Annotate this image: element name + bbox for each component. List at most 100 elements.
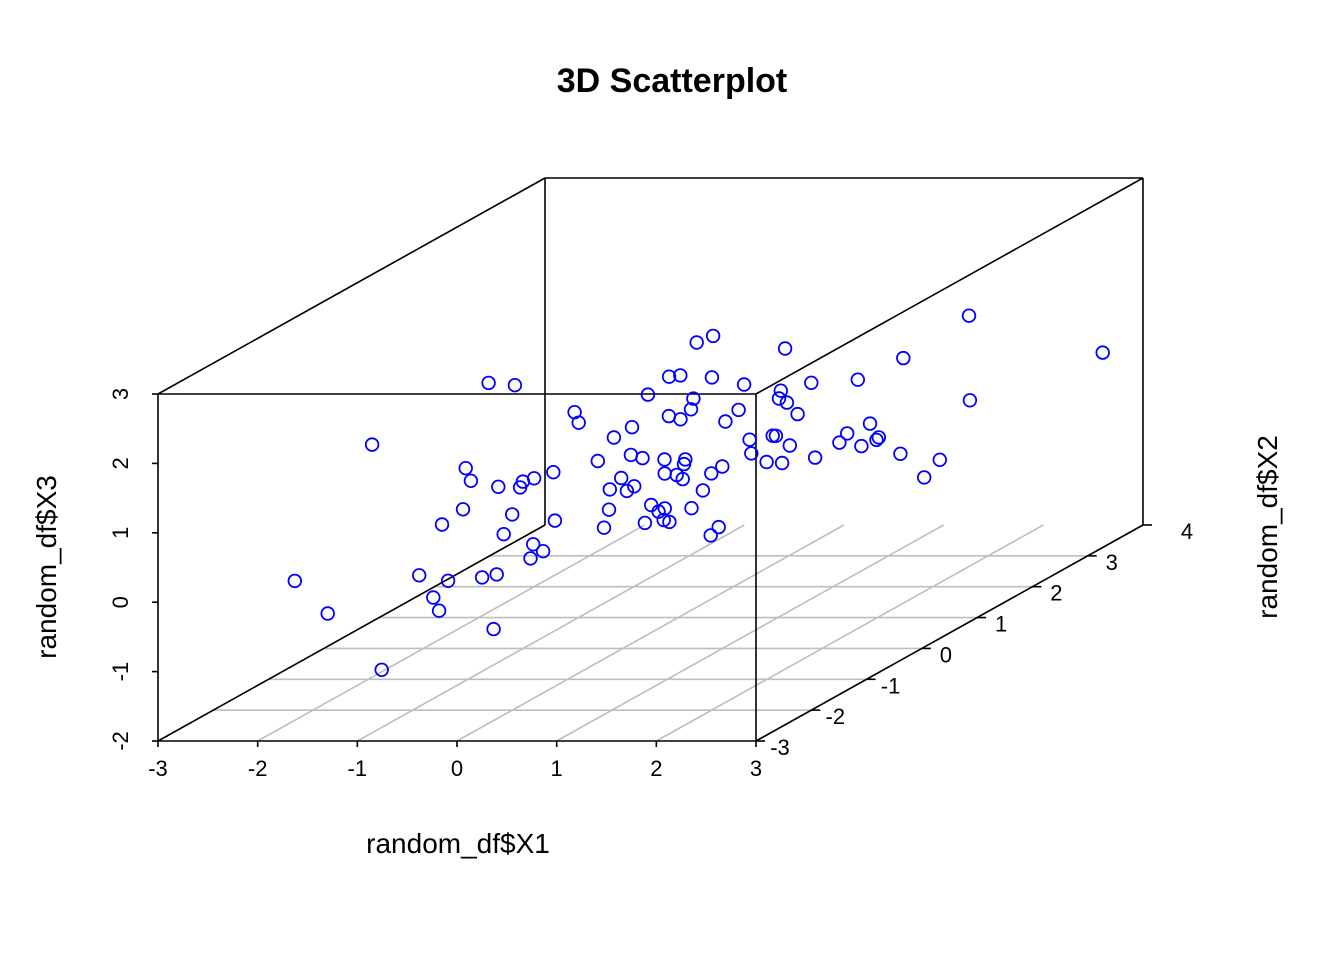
x-tick-label: 1	[551, 756, 563, 781]
data-point	[917, 470, 932, 485]
data-point	[704, 370, 720, 385]
data-point	[606, 430, 622, 445]
grid-line-x	[257, 524, 646, 742]
data-point	[496, 527, 511, 542]
z-tick-label: 3	[108, 388, 133, 400]
data-point	[779, 395, 795, 410]
data-point	[673, 412, 688, 427]
data-point	[640, 387, 656, 402]
z-tick-label: 0	[108, 596, 133, 608]
data-point	[661, 408, 677, 424]
z-tick-label: -1	[108, 662, 133, 682]
y-tick-label: 0	[940, 642, 952, 667]
data-point	[804, 375, 819, 391]
data-point	[486, 621, 501, 637]
data-point	[695, 483, 711, 498]
data-point	[489, 567, 504, 582]
data-point	[742, 432, 757, 447]
data-point	[481, 375, 496, 391]
z-tick-label: 1	[108, 527, 133, 539]
data-point	[678, 452, 693, 467]
z-tick-label: 2	[108, 457, 133, 469]
data-points	[287, 308, 1110, 678]
data-point	[896, 350, 911, 366]
data-point	[765, 428, 780, 443]
y-tick-label: -3	[770, 735, 790, 760]
data-point	[774, 455, 790, 471]
data-point	[512, 480, 528, 495]
data-point	[491, 479, 506, 495]
data-point	[962, 393, 978, 408]
data-point	[711, 519, 726, 535]
data-point	[869, 432, 884, 448]
x-tick-label: -1	[348, 756, 368, 781]
data-point	[458, 461, 473, 476]
data-point	[790, 406, 805, 422]
data-point	[644, 497, 659, 513]
data-point	[782, 438, 798, 453]
data-point	[426, 590, 441, 605]
data-point	[474, 570, 490, 585]
y-tick-label: -1	[881, 673, 901, 698]
data-point	[526, 471, 542, 486]
data-point	[736, 377, 752, 392]
data-point	[840, 426, 855, 441]
data-point	[771, 391, 787, 406]
box-edge-floor-left	[157, 524, 546, 742]
data-point	[777, 341, 793, 356]
data-point	[546, 465, 561, 480]
data-point	[657, 452, 672, 467]
data-point	[619, 483, 635, 499]
box-edge-top-left	[157, 177, 546, 395]
data-point	[596, 520, 612, 535]
y-tick-label: 2	[1050, 581, 1062, 606]
box-edge-top-right	[755, 177, 1144, 395]
data-point	[705, 328, 721, 344]
data-point	[731, 402, 746, 418]
x-axis-label: random_df$X1	[366, 828, 550, 859]
data-point	[854, 438, 869, 454]
data-point	[547, 513, 563, 528]
data-point	[364, 437, 380, 452]
data-point	[507, 378, 523, 393]
data-point	[287, 573, 303, 589]
data-point	[871, 430, 887, 445]
data-point	[624, 420, 640, 435]
data-point	[434, 517, 450, 532]
data-point	[635, 450, 650, 466]
data-point	[832, 435, 847, 450]
box-edge-floor-right	[755, 524, 1144, 742]
data-point	[893, 446, 908, 462]
y-tick-label: -2	[826, 704, 846, 729]
x-tick-label: 2	[650, 756, 662, 781]
grid-line-x	[655, 524, 1044, 742]
data-point	[567, 405, 582, 420]
data-point	[657, 466, 672, 481]
grid-line-x	[356, 524, 745, 742]
x-tick-label: 3	[750, 756, 762, 781]
data-point	[961, 308, 977, 323]
data-point	[440, 573, 456, 589]
data-point	[689, 335, 704, 350]
data-point	[535, 544, 551, 559]
data-point	[718, 414, 733, 429]
z-tick-label: -2	[108, 731, 133, 751]
data-point	[686, 391, 701, 406]
data-point	[773, 383, 789, 398]
y-axis-label: random_df$X2	[1252, 435, 1283, 619]
data-point	[744, 446, 759, 461]
data-point	[523, 551, 538, 566]
y-tick-label: 3	[1106, 550, 1118, 575]
data-point	[759, 454, 774, 470]
x-tick-label: -2	[248, 756, 268, 781]
data-point	[850, 372, 866, 387]
data-point	[526, 537, 541, 552]
data-point	[704, 466, 719, 481]
data-point	[463, 473, 479, 489]
data-point	[455, 502, 471, 517]
data-point	[431, 603, 447, 618]
data-point	[505, 507, 520, 522]
x-tick-label: 0	[451, 756, 463, 781]
